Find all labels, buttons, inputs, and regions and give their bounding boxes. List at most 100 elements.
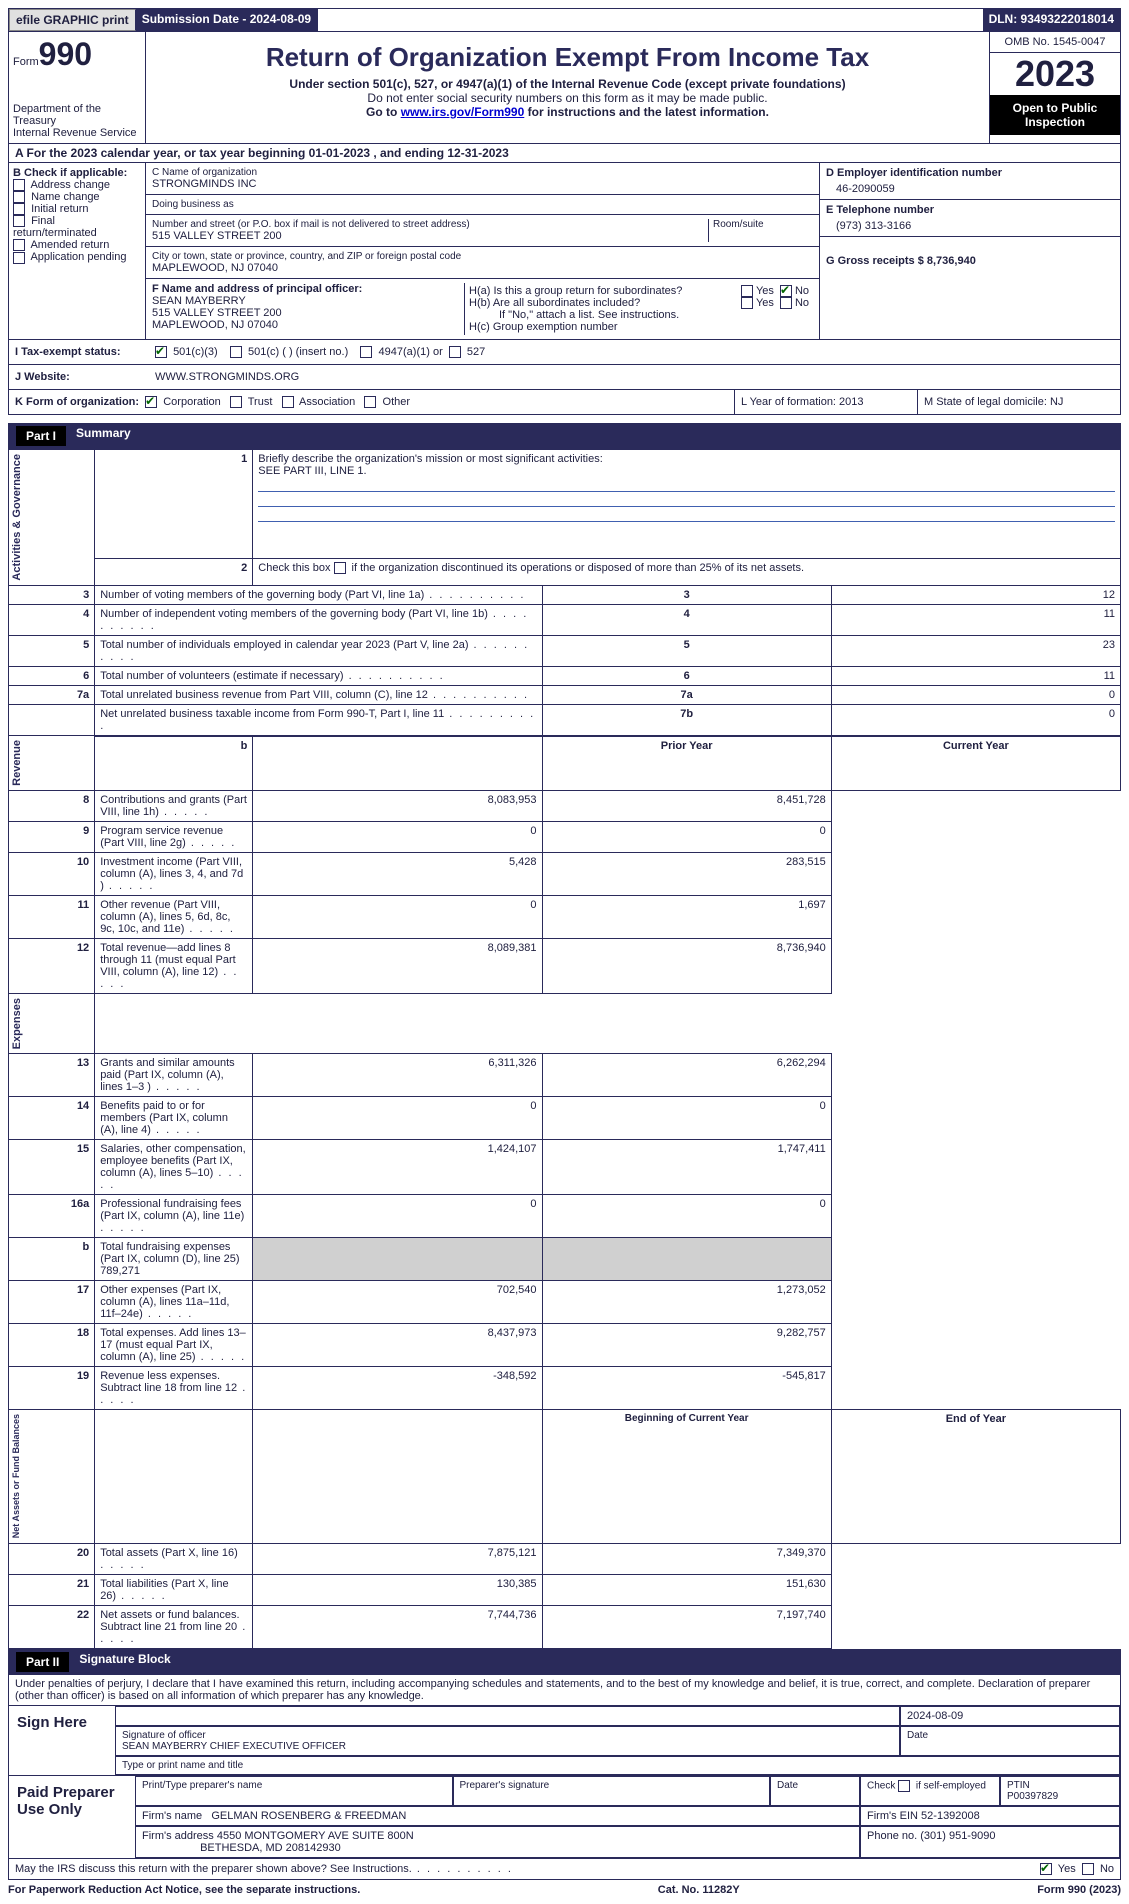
info-grid: B Check if applicable: Address change Na…: [8, 163, 1121, 340]
part2-header: Part II Signature Block: [8, 1649, 1121, 1675]
row-j: J Website: WWW.STRONGMINDS.ORG: [8, 365, 1121, 390]
boxb-item: Amended return: [13, 239, 141, 251]
hb-yes-checkbox[interactable]: [741, 297, 753, 309]
line1-label: Briefly describe the organization's miss…: [258, 453, 1115, 465]
part1-label: Part I: [16, 426, 66, 446]
section-a: A For the 2023 calendar year, or tax yea…: [8, 144, 1121, 163]
gross-receipts: G Gross receipts $ 8,736,940: [826, 255, 1114, 267]
summary-row: 17Other expenses (Part IX, column (A), l…: [9, 1281, 1121, 1324]
summary-row: 16aProfessional fundraising fees (Part I…: [9, 1195, 1121, 1238]
boxb-checkbox[interactable]: [13, 191, 25, 203]
summary-row: 21Total liabilities (Part X, line 26)130…: [9, 1574, 1121, 1605]
firm-name: GELMAN ROSENBERG & FREEDMAN: [211, 1810, 406, 1822]
phone-value: (973) 313-3166: [826, 216, 1114, 232]
begin-year-header: Beginning of Current Year: [542, 1410, 831, 1543]
ha-yes-checkbox[interactable]: [741, 285, 753, 297]
prep-name-label: Print/Type preparer's name: [135, 1776, 453, 1806]
type-name-label: Type or print name and title: [115, 1756, 1120, 1775]
summary-row: 19Revenue less expenses. Subtract line 1…: [9, 1367, 1121, 1410]
website-label: J Website:: [9, 365, 149, 389]
efile-print-button[interactable]: efile GRAPHIC print: [9, 9, 136, 31]
org-name: STRONGMINDS INC: [152, 178, 813, 190]
discuss-row: May the IRS discuss this return with the…: [8, 1859, 1121, 1880]
city-value: MAPLEWOOD, NJ 07040: [152, 262, 813, 274]
summary-row: 10Investment income (Part VIII, column (…: [9, 853, 1121, 896]
boxb-item: Name change: [13, 191, 141, 203]
irs-link[interactable]: www.irs.gov/Form990: [401, 105, 525, 119]
line2-label: Check this box: [258, 562, 333, 574]
dept-treasury: Department of the Treasury: [13, 103, 141, 127]
title-block: Form990 Department of the Treasury Inter…: [8, 32, 1121, 144]
tax-status-label: I Tax-exempt status:: [9, 340, 149, 364]
prep-date-label: Date: [770, 1776, 860, 1806]
form-org-label: K Form of organization:: [15, 396, 139, 408]
ein-label: D Employer identification number: [826, 167, 1114, 179]
firm-ein-label: Firm's EIN: [867, 1810, 918, 1822]
form-subtitle-2: Do not enter social security numbers on …: [152, 91, 983, 105]
officer-street: 515 VALLEY STREET 200: [152, 307, 464, 319]
summary-row: 13Grants and similar amounts paid (Part …: [9, 1054, 1121, 1097]
date-label: Date: [900, 1726, 1120, 1756]
city-label: City or town, state or province, country…: [152, 251, 813, 262]
submission-date: Submission Date - 2024-08-09: [136, 9, 318, 31]
h-b-label: H(b) Are all subordinates included?: [469, 297, 741, 309]
boxb-checkbox[interactable]: [13, 252, 25, 264]
cat-expenses: Expenses: [9, 994, 25, 1053]
summary-row: 8Contributions and grants (Part VIII, li…: [9, 791, 1121, 822]
goto-prefix: Go to: [366, 105, 401, 119]
summary-row: 12Total revenue—add lines 8 through 11 (…: [9, 939, 1121, 994]
dba-label: Doing business as: [152, 199, 813, 210]
ha-no-checkbox[interactable]: [780, 285, 792, 297]
boxb-item: Application pending: [13, 251, 141, 263]
line2-label-2: if the organization discontinued its ope…: [349, 562, 805, 574]
perjury-declaration: Under penalties of perjury, I declare th…: [8, 1675, 1121, 1706]
527-checkbox[interactable]: [449, 346, 461, 358]
dln: DLN: 93493222018014: [983, 9, 1120, 31]
page-footer: For Paperwork Reduction Act Notice, see …: [8, 1880, 1121, 1896]
summary-row: 7aTotal unrelated business revenue from …: [9, 685, 1121, 704]
cat-no: Cat. No. 11282Y: [658, 1884, 740, 1896]
summary-row: 3Number of voting members of the governi…: [9, 585, 1121, 604]
summary-row: 6Total number of volunteers (estimate if…: [9, 666, 1121, 685]
4947-checkbox[interactable]: [360, 346, 372, 358]
discuss-yes-checkbox[interactable]: [1040, 1863, 1052, 1875]
assoc-checkbox[interactable]: [282, 396, 294, 408]
summary-row: 5Total number of individuals employed in…: [9, 635, 1121, 666]
hb-no-checkbox[interactable]: [780, 297, 792, 309]
summary-row: 11Other revenue (Part VIII, column (A), …: [9, 896, 1121, 939]
self-employed-checkbox[interactable]: [898, 1780, 910, 1792]
boxb-checkbox[interactable]: [13, 215, 25, 227]
cat-governance: Activities & Governance: [9, 450, 25, 585]
officer-city: MAPLEWOOD, NJ 07040: [152, 319, 464, 331]
form-label: Form: [13, 56, 39, 68]
501c-checkbox[interactable]: [230, 346, 242, 358]
boxb-checkbox[interactable]: [13, 179, 25, 191]
boxb-checkbox[interactable]: [13, 203, 25, 215]
form-ref: Form 990 (2023): [1037, 1884, 1121, 1896]
year-formation: L Year of formation: 2013: [734, 390, 917, 414]
line2-checkbox[interactable]: [334, 562, 346, 574]
officer-label: F Name and address of principal officer:: [152, 283, 464, 295]
other-checkbox[interactable]: [364, 396, 376, 408]
summary-row: bTotal fundraising expenses (Part IX, co…: [9, 1238, 1121, 1281]
phone-label: E Telephone number: [826, 204, 1114, 216]
cat-netassets: Net Assets or Fund Balances: [9, 1410, 23, 1542]
h-c-label: H(c) Group exemption number: [469, 321, 809, 333]
trust-checkbox[interactable]: [230, 396, 242, 408]
state-domicile: M State of legal domicile: NJ: [917, 390, 1120, 414]
boxb-checkbox[interactable]: [13, 239, 25, 251]
website-value: WWW.STRONGMINDS.ORG: [149, 365, 1120, 389]
firm-address-1: 4550 MONTGOMERY AVE SUITE 800N: [217, 1830, 414, 1842]
summary-row: 18Total expenses. Add lines 13–17 (must …: [9, 1324, 1121, 1367]
current-year-header: Current Year: [831, 736, 1120, 791]
boxb-item: Address change: [13, 179, 141, 191]
discuss-no-checkbox[interactable]: [1082, 1863, 1094, 1875]
street-value: 515 VALLEY STREET 200: [152, 230, 708, 242]
501c3-checkbox[interactable]: [155, 346, 167, 358]
sign-date: 2024-08-09: [900, 1706, 1120, 1726]
goto-suffix: for instructions and the latest informat…: [524, 105, 769, 119]
corp-checkbox[interactable]: [145, 396, 157, 408]
ein-value: 46-2090059: [826, 179, 1114, 195]
irs-label: Internal Revenue Service: [13, 127, 141, 139]
firm-phone-label: Phone no.: [867, 1830, 917, 1842]
